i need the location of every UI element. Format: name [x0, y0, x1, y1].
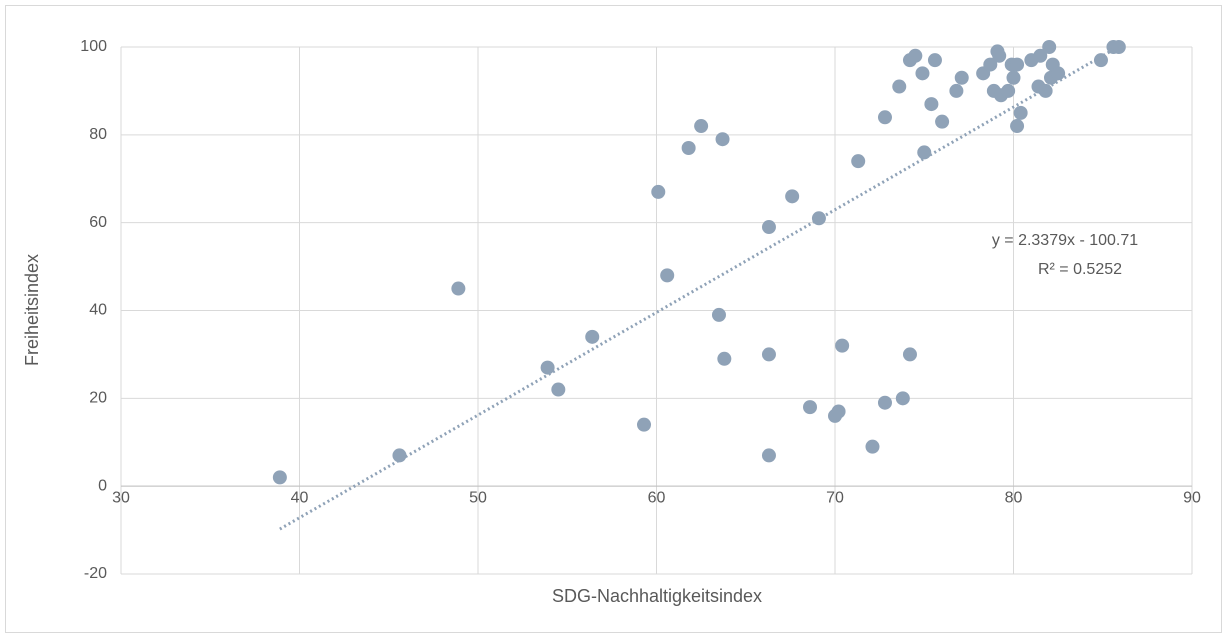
y-tick-label: 60: [89, 214, 107, 231]
x-tick-label: 50: [469, 489, 487, 506]
x-tick-label: 80: [1005, 489, 1023, 506]
point: [1033, 48, 1048, 63]
point: [915, 66, 930, 81]
point: [637, 417, 652, 432]
y-tick-label: 20: [89, 390, 107, 407]
point: [1013, 105, 1028, 120]
point: [761, 347, 776, 362]
point: [1042, 40, 1057, 54]
point: [1093, 53, 1108, 68]
point: [451, 281, 466, 296]
point: [927, 53, 942, 68]
point: [717, 351, 732, 366]
point: [831, 404, 846, 419]
point: [1001, 83, 1016, 98]
point: [1038, 83, 1053, 98]
point: [865, 439, 880, 454]
point: [935, 114, 950, 129]
trendline-equation: y = 2.3379x - 100.71: [992, 232, 1138, 249]
point: [711, 307, 726, 322]
point: [1111, 40, 1126, 54]
x-tick-label: 40: [291, 489, 309, 506]
point: [651, 184, 666, 199]
point: [785, 189, 800, 204]
point: [908, 48, 923, 63]
trendline-r2: R² = 0.5252: [1038, 261, 1122, 278]
x-tick-label: 90: [1183, 489, 1201, 506]
point: [761, 448, 776, 463]
point: [1010, 119, 1025, 134]
point: [715, 132, 730, 147]
point: [681, 141, 696, 156]
point: [992, 48, 1007, 63]
point: [392, 448, 407, 463]
point: [877, 110, 892, 125]
point: [924, 97, 939, 112]
x-axis-title: SDG-Nachhaltigkeitsindex: [552, 586, 762, 606]
point: [835, 338, 850, 353]
point: [761, 220, 776, 235]
point: [585, 329, 600, 344]
point: [660, 268, 675, 283]
point: [272, 470, 287, 485]
y-tick-label: 0: [98, 477, 107, 494]
point: [1006, 70, 1021, 85]
point: [851, 154, 866, 169]
y-tick-label: 40: [89, 302, 107, 319]
point: [694, 119, 709, 134]
trendline: [279, 45, 1120, 531]
point: [540, 360, 555, 375]
point: [551, 382, 566, 397]
point: [1051, 66, 1066, 81]
x-tick-label: 70: [826, 489, 844, 506]
point: [877, 395, 892, 410]
chart-border: [5, 5, 1222, 633]
point: [902, 347, 917, 362]
point: [949, 83, 964, 98]
point: [1010, 57, 1025, 72]
point: [895, 391, 910, 406]
y-tick-label: 80: [89, 126, 107, 143]
y-tick-label: 100: [80, 38, 107, 55]
point: [811, 211, 826, 226]
point: [803, 400, 818, 415]
point: [917, 145, 932, 160]
point: [954, 70, 969, 85]
x-tick-label: 30: [112, 489, 130, 506]
point: [983, 57, 998, 72]
y-tick-label: -20: [84, 565, 107, 582]
y-axis-title: Freiheitsindex: [22, 254, 42, 366]
point: [892, 79, 907, 94]
x-tick-label: 60: [648, 489, 666, 506]
